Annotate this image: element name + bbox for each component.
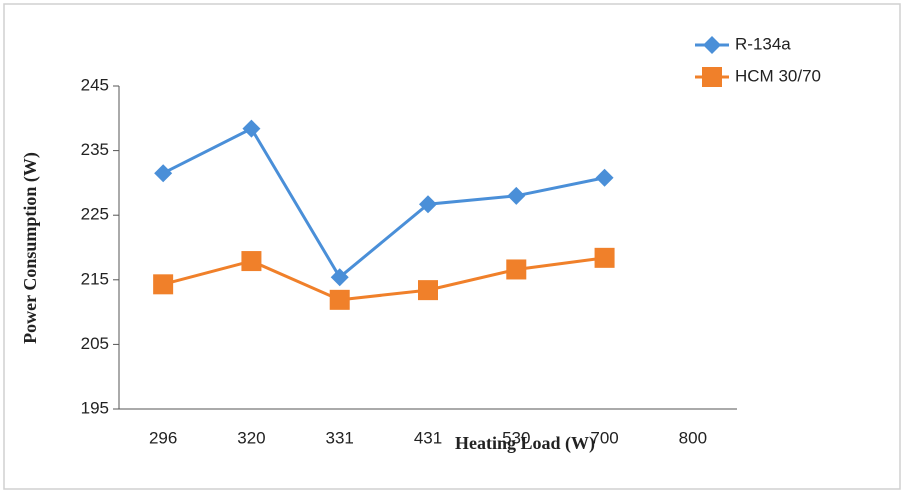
legend-marker: [703, 36, 721, 54]
series-line: [162, 126, 605, 280]
data-point: [595, 168, 614, 187]
data-point: [330, 268, 349, 287]
x-tick-label: 530: [502, 428, 530, 447]
legend-label: HCM 30/70: [735, 66, 821, 85]
y-tick-label: 235: [81, 140, 109, 159]
y-axis-title: Power Consumption (W): [20, 152, 41, 344]
legend-marker: [702, 67, 722, 87]
y-tick-label: 195: [81, 398, 109, 417]
x-tick-label: 320: [237, 428, 265, 447]
data-point: [507, 186, 526, 205]
y-tick-label: 245: [81, 75, 109, 94]
x-tick-label: 331: [326, 428, 354, 447]
y-tick-label: 215: [81, 269, 109, 288]
x-axis-title: Heating Load (W): [455, 433, 595, 454]
y-tick-label: 225: [81, 205, 109, 224]
data-point: [329, 289, 350, 310]
data-point: [419, 195, 437, 214]
data-point: [242, 119, 261, 138]
legend-label: R-134a: [735, 34, 791, 53]
data-point: [594, 247, 615, 268]
data-point: [153, 274, 174, 295]
data-point: [506, 259, 527, 280]
x-tick-label: 431: [414, 428, 442, 447]
series-line: [162, 256, 605, 302]
data-point: [241, 251, 262, 272]
chart-frame: [3, 3, 901, 490]
x-tick-label: 296: [149, 428, 177, 447]
x-tick-label: 700: [590, 428, 618, 447]
data-point: [418, 280, 438, 301]
x-tick-label: 800: [679, 428, 707, 447]
y-tick-label: 205: [81, 334, 109, 353]
data-point: [154, 164, 173, 183]
